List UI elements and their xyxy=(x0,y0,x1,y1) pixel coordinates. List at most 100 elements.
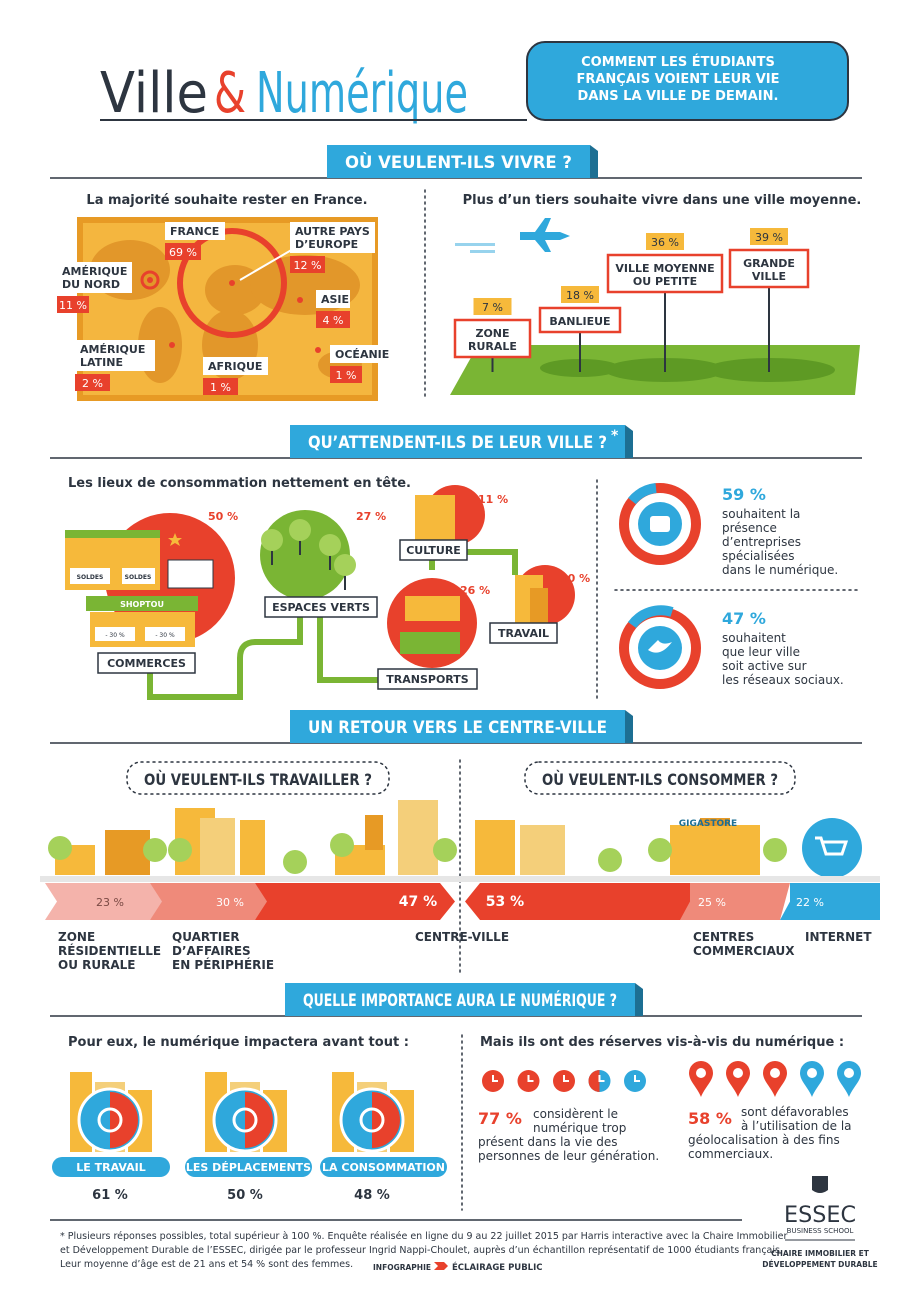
reserve-text: numérique trop xyxy=(533,1121,626,1135)
tree xyxy=(648,838,672,862)
map-dot xyxy=(315,347,321,353)
impact-name: LE TRAVAIL xyxy=(76,1161,145,1174)
tower xyxy=(530,588,548,623)
region-label-box xyxy=(57,262,132,293)
place-label-box xyxy=(97,652,196,674)
question: OÙ VEULENT-ILS TRAVAILLER ? xyxy=(144,770,372,789)
impact-value: 61 % xyxy=(92,1188,128,1203)
city-size-value: 39 % xyxy=(755,231,783,244)
shop-option: COMMERCIAUX xyxy=(693,944,795,958)
clock-half xyxy=(588,1070,600,1092)
shop-option: INTERNET xyxy=(805,930,872,944)
shop-value: 22 % xyxy=(796,896,824,909)
caption: La majorité souhaite rester en France. xyxy=(86,193,367,208)
logo-shield xyxy=(812,1176,828,1193)
street xyxy=(40,876,880,882)
heading-shadow xyxy=(590,145,598,178)
region-value: 4 % xyxy=(323,314,344,327)
shop-option: CENTRES xyxy=(693,930,754,944)
impact-half xyxy=(110,1092,138,1148)
reserve-value: 58 % xyxy=(688,1109,732,1128)
region-name: OCÉANIE xyxy=(335,348,389,361)
building xyxy=(240,820,265,875)
building xyxy=(415,495,455,540)
city-size-name: RURALE xyxy=(468,340,517,353)
sign-value-box xyxy=(473,298,512,315)
pin-hole xyxy=(696,1068,706,1078)
sign-box xyxy=(728,248,810,289)
impact-icon xyxy=(232,1107,258,1133)
work-option: QUARTIER xyxy=(172,930,240,944)
title: Ville xyxy=(100,61,208,126)
building xyxy=(105,830,150,875)
tree xyxy=(319,534,341,556)
region-name: ASIE xyxy=(321,293,349,306)
sign-box xyxy=(453,318,532,359)
reserve-text: sont défavorables xyxy=(741,1105,849,1119)
logo-chair: CHAIRE IMMOBILIER ET xyxy=(771,1249,870,1258)
city-size-name: VILLE xyxy=(752,270,786,283)
cart-disc xyxy=(802,818,862,878)
footnote: Leur moyenne d’âge est de 21 ans et 54 %… xyxy=(60,1259,353,1270)
region-value-box xyxy=(330,366,362,383)
heading-shadow xyxy=(625,710,633,743)
region-value: 12 % xyxy=(294,259,322,272)
pin-hole xyxy=(844,1068,854,1078)
place-value: 27 % xyxy=(356,510,386,523)
impact-value: 48 % xyxy=(354,1188,390,1203)
region-value-box xyxy=(165,243,201,260)
caption: Les lieux de consommation nettement en t… xyxy=(68,476,411,491)
digital-text: que leur ville xyxy=(722,645,800,659)
region-name: AMÉRIQUE xyxy=(62,265,127,278)
region-value-box xyxy=(316,311,350,328)
arrow-segment xyxy=(780,883,880,920)
impact-name: LA CONSOMMATION xyxy=(322,1161,445,1174)
digital-value: 47 % xyxy=(722,609,766,628)
region-label-box xyxy=(203,357,268,375)
bus xyxy=(400,632,460,654)
store-window xyxy=(145,627,185,641)
arrow-segment xyxy=(255,883,455,920)
map-dot xyxy=(169,342,175,348)
digital-text: souhaitent xyxy=(722,631,786,645)
building xyxy=(365,815,383,850)
region-value-box xyxy=(290,256,325,273)
footnote-mark: * xyxy=(611,428,619,444)
building xyxy=(520,825,565,875)
sign-box xyxy=(606,253,724,294)
digital-text: souhaitent la xyxy=(722,507,800,521)
route xyxy=(147,549,518,700)
question-box xyxy=(524,761,796,795)
plane xyxy=(520,218,570,252)
region-value-box xyxy=(75,374,110,391)
work-value: 23 % xyxy=(96,896,124,909)
donut xyxy=(619,483,701,565)
label: DANS LA VILLE DE DEMAIN. xyxy=(578,89,779,104)
logo-chair: DÉVELOPPEMENT DURABLE xyxy=(762,1260,877,1269)
impact-value: 50 % xyxy=(227,1188,263,1203)
reserve-text: géolocalisation à des fins xyxy=(688,1133,840,1147)
clock-hands xyxy=(634,1075,640,1082)
question-box xyxy=(126,761,390,795)
tree xyxy=(433,838,457,862)
region-value: 2 % xyxy=(82,377,103,390)
bird-icon xyxy=(648,640,672,653)
digital-value: 59 % xyxy=(722,485,766,504)
tree xyxy=(330,833,354,857)
place-circle xyxy=(260,510,350,600)
place-name: COMMERCES xyxy=(107,657,186,670)
shop-roof xyxy=(65,530,160,538)
sign-value-box xyxy=(750,228,788,245)
city-size-name: OU PETITE xyxy=(633,275,697,288)
place-value: 50 % xyxy=(208,510,238,523)
tagline-box xyxy=(526,41,849,121)
region-value: 11 % xyxy=(59,299,87,312)
question: OÙ VEULENT-ILS CONSOMMER ? xyxy=(542,770,778,789)
arrow-segment xyxy=(680,883,790,920)
arrow-segment xyxy=(45,883,165,920)
pin-hole xyxy=(770,1068,780,1078)
section-heading xyxy=(285,983,635,1016)
region-name: DU NORD xyxy=(62,278,120,291)
work-option: EN PÉRIPHÉRIE xyxy=(172,957,274,972)
